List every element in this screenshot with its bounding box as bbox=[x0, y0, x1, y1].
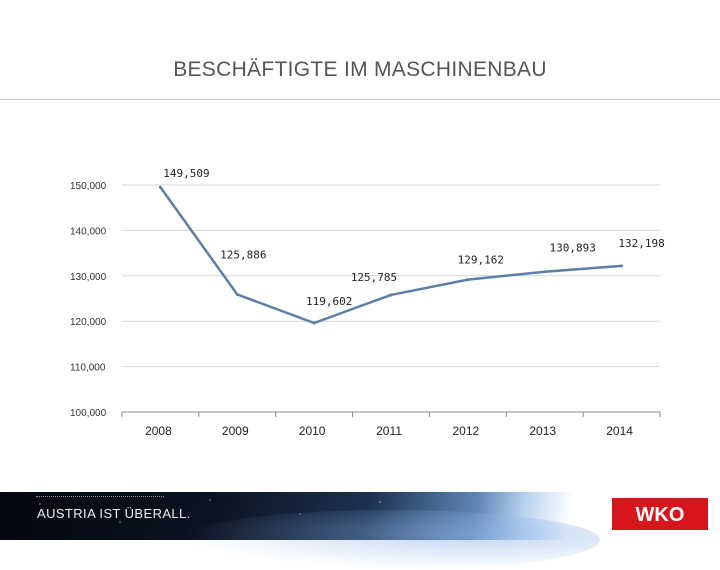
data-label: 125,785 bbox=[351, 271, 397, 284]
data-point bbox=[158, 185, 162, 189]
y-tick-label: 110,000 bbox=[70, 363, 106, 374]
y-tick-label: 130,000 bbox=[70, 272, 107, 283]
earth-image: AUSTRIA IST ÜBERALL. bbox=[0, 492, 600, 570]
data-label: 129,162 bbox=[458, 254, 504, 267]
slide-title: BESCHÄFTIGTE IM MASCHINENBAU bbox=[173, 58, 547, 81]
wko-logo: WKO bbox=[612, 498, 708, 530]
y-tick-label: 150,000 bbox=[70, 181, 107, 192]
x-tick-label: 2013 bbox=[529, 424, 556, 438]
data-label: 125,886 bbox=[220, 248, 266, 261]
x-tick-label: 2014 bbox=[606, 424, 633, 438]
slogan-divider bbox=[36, 496, 164, 497]
data-point bbox=[543, 270, 547, 274]
x-tick-label: 2009 bbox=[222, 424, 249, 438]
x-tick-label: 2010 bbox=[299, 424, 326, 438]
data-point bbox=[389, 293, 393, 297]
slogan-text: AUSTRIA IST ÜBERALL. bbox=[37, 506, 191, 521]
y-tick-label: 120,000 bbox=[70, 317, 107, 328]
x-tick-label: 2012 bbox=[453, 424, 480, 438]
title-divider bbox=[0, 99, 720, 100]
data-point bbox=[466, 278, 470, 282]
data-point bbox=[235, 292, 239, 296]
y-tick-label: 100,000 bbox=[70, 408, 107, 419]
data-label: 149,509 bbox=[163, 167, 209, 180]
line-chart: 100,000 110,000 120,000 130,000 140,000 150,0… bbox=[70, 167, 665, 438]
earth-horizon-glow bbox=[180, 510, 600, 570]
footer-banner: AUSTRIA IST ÜBERALL. WKO bbox=[0, 492, 720, 570]
data-point bbox=[620, 264, 624, 268]
x-tick-label: 2011 bbox=[376, 424, 402, 438]
data-label: 132,198 bbox=[618, 237, 664, 250]
data-point bbox=[312, 321, 316, 325]
wko-logo-letters: WKO bbox=[636, 504, 685, 526]
y-tick-label: 140,000 bbox=[70, 226, 107, 237]
data-label: 119,602 bbox=[306, 295, 352, 308]
wko-logo-background bbox=[612, 498, 708, 530]
data-label: 130,893 bbox=[550, 242, 596, 255]
x-tick-label: 2008 bbox=[145, 424, 172, 438]
